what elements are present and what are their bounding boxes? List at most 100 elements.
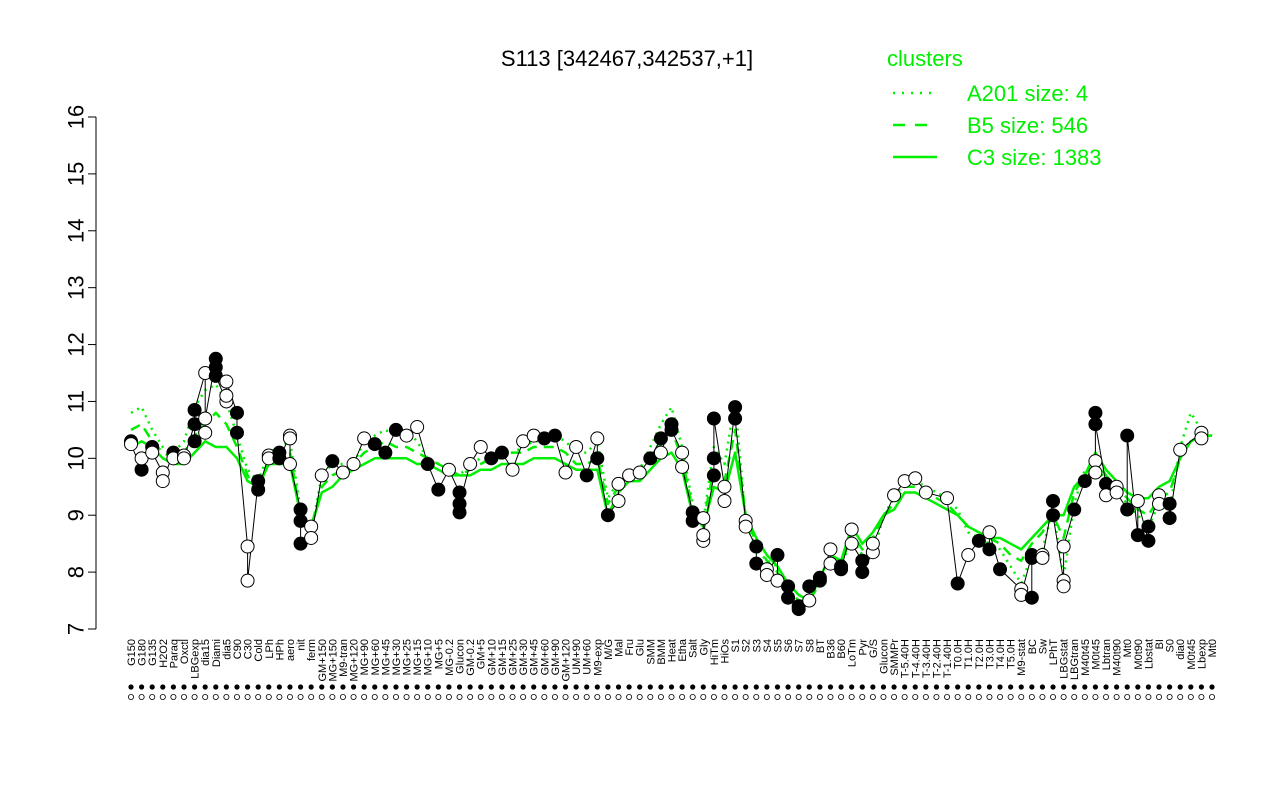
data-point bbox=[198, 411, 213, 426]
data-point bbox=[706, 451, 721, 466]
x-tick-marker bbox=[1092, 684, 1099, 690]
x-tick-marker bbox=[594, 684, 600, 690]
x-tick-marker bbox=[319, 684, 325, 690]
x-tick-label: GM+10 bbox=[486, 639, 498, 675]
x-tick-marker bbox=[1134, 694, 1141, 701]
x-tick-marker bbox=[859, 684, 865, 690]
data-point bbox=[749, 556, 764, 571]
data-point bbox=[378, 445, 393, 460]
x-tick-marker bbox=[584, 684, 590, 690]
x-tick-marker bbox=[1188, 684, 1194, 690]
x-tick-marker bbox=[604, 694, 611, 701]
data-point bbox=[696, 511, 711, 526]
x-tick-marker bbox=[234, 684, 240, 690]
x-tick-label: GM+150 bbox=[317, 639, 329, 682]
x-tick-label: T-5.40H bbox=[900, 639, 912, 678]
x-tick-label: H2O2 bbox=[158, 639, 170, 668]
x-tick-label: Sw bbox=[1037, 639, 1049, 654]
x-tick-label: B60 bbox=[836, 639, 848, 659]
x-tick-label: HiOs bbox=[719, 639, 731, 664]
x-tick-marker bbox=[1198, 684, 1205, 690]
x-tick-label: MG+5 bbox=[433, 639, 445, 669]
x-tick-marker bbox=[753, 684, 759, 690]
x-tick-marker bbox=[1050, 694, 1057, 701]
legend: clusters A201 size: 4 B5 size: 546 C3 si… bbox=[887, 46, 1102, 170]
x-tick-marker bbox=[339, 694, 346, 701]
x-tick-marker bbox=[657, 694, 664, 701]
x-tick-marker bbox=[827, 684, 834, 690]
x-tick-marker bbox=[1166, 694, 1173, 701]
x-tick-marker bbox=[393, 684, 399, 690]
data-point bbox=[505, 462, 520, 477]
x-tick-marker bbox=[742, 694, 749, 701]
x-tick-marker bbox=[128, 684, 134, 690]
x-tick-label: MG+10 bbox=[423, 639, 435, 675]
x-tick-marker bbox=[626, 694, 633, 701]
data-point bbox=[759, 567, 774, 582]
x-tick-marker bbox=[1007, 694, 1014, 701]
x-tick-marker bbox=[265, 694, 272, 701]
x-tick-marker bbox=[286, 694, 293, 701]
cluster-lines bbox=[130, 383, 1213, 602]
x-tick-label: aero bbox=[285, 639, 297, 661]
data-point bbox=[950, 576, 965, 591]
x-tick-label: HiTm bbox=[709, 639, 721, 665]
data-point bbox=[961, 548, 976, 563]
data-point bbox=[1046, 508, 1061, 523]
x-tick-marker bbox=[689, 694, 696, 701]
x-tick-marker bbox=[700, 684, 706, 690]
x-tick-marker bbox=[1177, 684, 1183, 690]
x-tick-label: HPh bbox=[274, 639, 286, 660]
data-point bbox=[664, 422, 679, 437]
data-point bbox=[982, 525, 997, 540]
x-tick-marker bbox=[456, 694, 463, 701]
x-tick-marker bbox=[679, 684, 685, 690]
x-tick-label: S3 bbox=[751, 639, 763, 652]
x-tick-label: MG+90 bbox=[359, 639, 371, 675]
x-tick-marker bbox=[562, 684, 569, 690]
data-point bbox=[1024, 590, 1039, 605]
x-tick-label: S1 bbox=[730, 639, 742, 652]
data-point bbox=[335, 465, 350, 480]
x-tick-marker bbox=[647, 684, 653, 690]
x-tick-marker bbox=[753, 694, 760, 701]
x-tick-marker bbox=[1029, 684, 1035, 690]
x-tick-label: UM+60 bbox=[582, 639, 594, 675]
data-point bbox=[940, 491, 955, 506]
x-tick-marker bbox=[955, 684, 961, 690]
x-tick-marker bbox=[180, 694, 187, 701]
x-tick-marker bbox=[160, 684, 166, 690]
data-point bbox=[1141, 519, 1156, 534]
data-point bbox=[229, 425, 244, 440]
data-points bbox=[124, 351, 1209, 617]
data-point bbox=[728, 411, 743, 426]
x-tick-marker bbox=[1156, 694, 1163, 701]
x-tick-label: Pyr bbox=[857, 639, 869, 656]
x-tick-marker bbox=[149, 684, 155, 690]
data-point bbox=[1056, 539, 1071, 554]
x-tick-label: MG+30 bbox=[391, 639, 403, 675]
x-tick-marker bbox=[849, 684, 855, 690]
x-tick-marker bbox=[276, 684, 282, 690]
data-point bbox=[240, 539, 255, 554]
x-tick-marker bbox=[509, 684, 516, 690]
x-tick-marker bbox=[827, 694, 834, 701]
data-point bbox=[1088, 465, 1103, 480]
data-point bbox=[611, 494, 626, 508]
x-tick-marker bbox=[233, 694, 240, 701]
x-tick-label: S2 bbox=[741, 639, 753, 652]
data-point bbox=[643, 451, 658, 466]
x-tick-label: nit bbox=[296, 639, 308, 651]
data-point bbox=[124, 437, 138, 452]
data-point bbox=[1194, 431, 1209, 446]
x-tick-marker bbox=[933, 684, 940, 690]
x-tick-label: T4.0H bbox=[995, 639, 1007, 669]
x-tick-marker bbox=[923, 684, 929, 690]
x-tick-marker bbox=[1082, 684, 1088, 690]
x-tick-marker bbox=[1060, 694, 1067, 701]
x-tick-marker bbox=[869, 694, 876, 701]
data-point bbox=[706, 411, 721, 426]
x-tick-label: Etha bbox=[677, 638, 689, 662]
x-tick-marker bbox=[403, 684, 410, 690]
x-tick-label: MG+120 bbox=[349, 639, 361, 682]
